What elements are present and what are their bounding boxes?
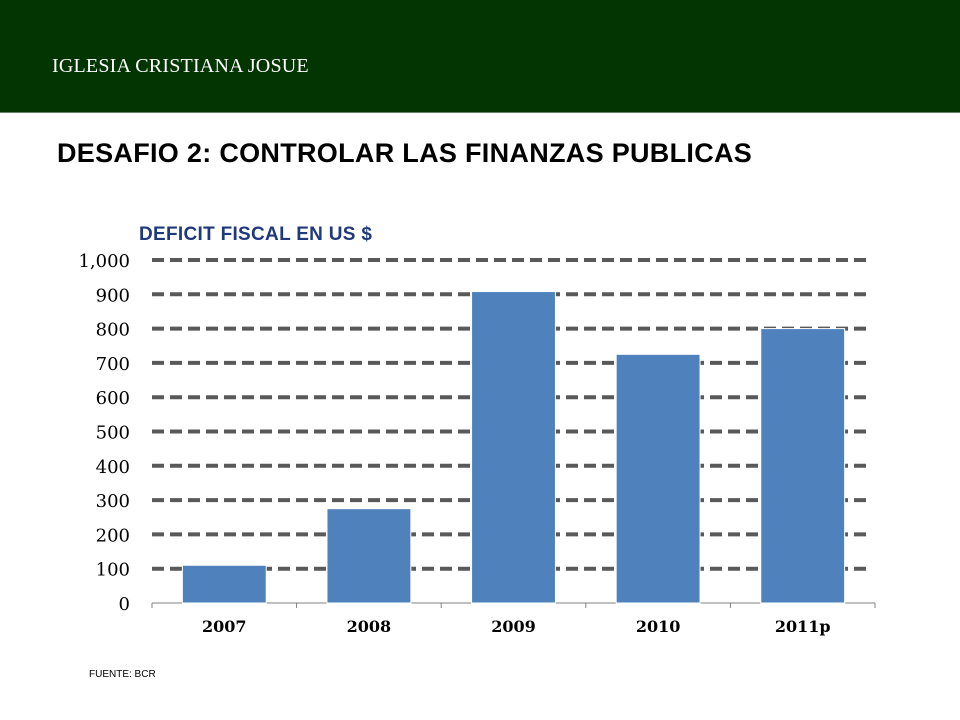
bar-2010 (615, 353, 701, 604)
bar-2011p (760, 328, 846, 604)
bar-2007 (181, 564, 267, 604)
x-tick-label: 2010 (636, 617, 681, 636)
y-tick-label: 400 (96, 457, 130, 478)
y-tick-label: 300 (96, 491, 130, 512)
y-tick-label: 800 (96, 320, 130, 341)
x-tick-label: 2008 (347, 617, 392, 636)
y-tick-label: 100 (96, 560, 130, 581)
y-tick-label: 600 (96, 388, 130, 409)
x-tick-label: 2007 (202, 617, 247, 636)
y-tick-label: 200 (96, 525, 130, 546)
x-tick-label: 2011p (775, 617, 831, 636)
header-band: IGLESIA CRISTIANA JOSUE (0, 0, 960, 113)
org-name: IGLESIA CRISTIANA JOSUE (52, 55, 309, 77)
y-tick-label: 900 (96, 285, 130, 306)
y-tick-label: 500 (96, 423, 130, 444)
bar-2009 (471, 291, 556, 604)
y-tick-label: 700 (96, 354, 130, 375)
x-tick-label: 2009 (491, 617, 536, 636)
source-note: FUENTE: BCR (89, 669, 156, 680)
y-tick-label: 1,000 (78, 251, 130, 272)
bar-2008 (326, 508, 412, 604)
y-tick-label: 0 (119, 594, 130, 615)
slide-title: DESAFIO 2: CONTROLAR LAS FINANZAS PUBLIC… (57, 138, 753, 168)
chart-title: DEFICIT FISCAL EN US $ (139, 224, 373, 245)
